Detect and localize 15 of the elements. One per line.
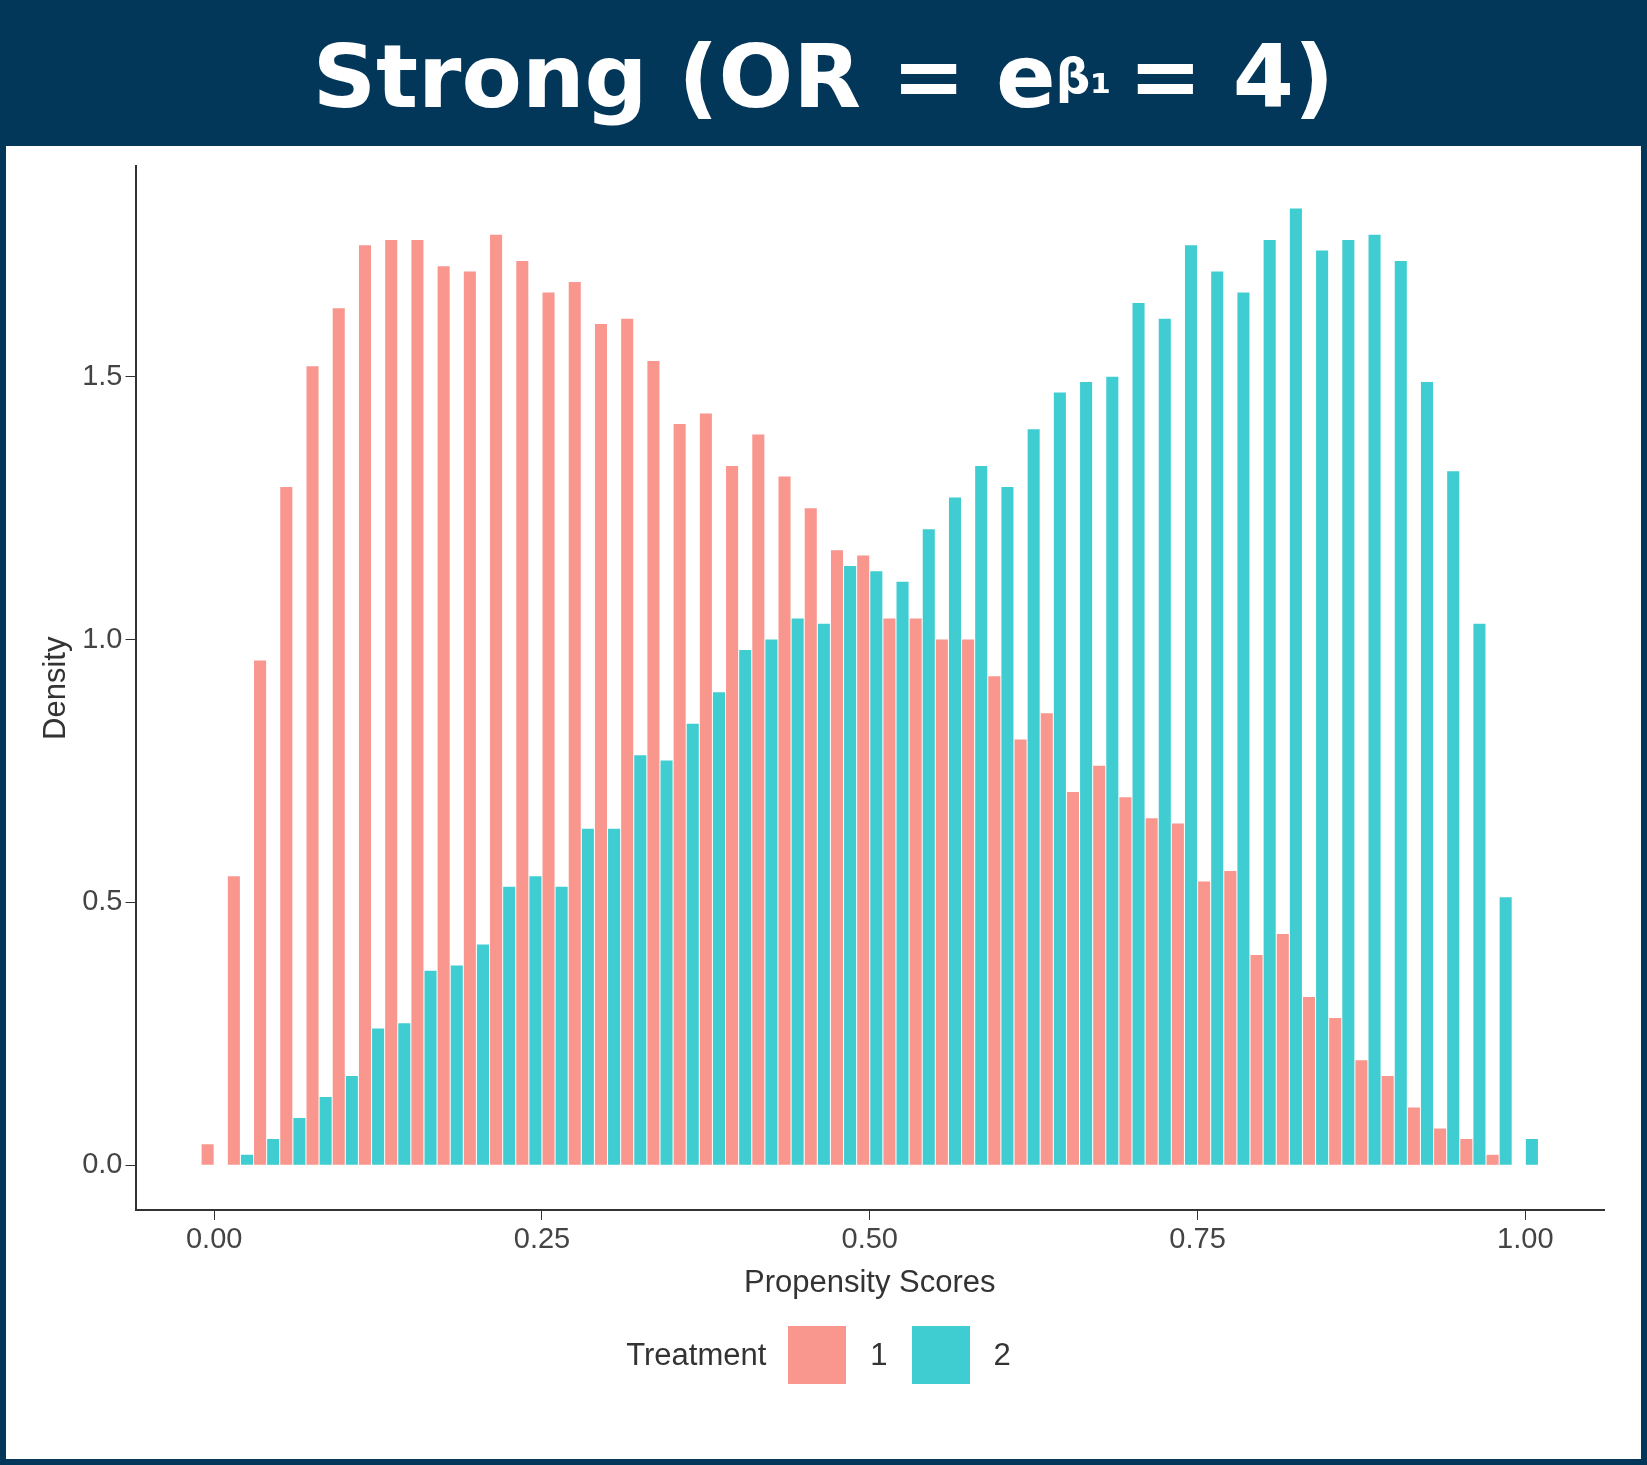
y-tick-label: 0.0 <box>81 1147 123 1180</box>
y-tick-label: 1.5 <box>81 358 123 391</box>
legend-label: 2 <box>993 1337 1011 1373</box>
x-tick-label: 0.50 <box>841 1222 898 1255</box>
x-tick-label: 0.00 <box>185 1222 242 1255</box>
x-axis-title: Propensity Scores <box>743 1263 996 1299</box>
x-tick-label: 1.00 <box>1496 1222 1554 1255</box>
legend-label: 1 <box>870 1337 888 1373</box>
chart-title: Strong (OR = e$^{β₁}$ = 4) <box>6 6 1641 146</box>
y-tick-label: 0.5 <box>81 884 123 917</box>
legend-title: Treatment <box>626 1337 767 1373</box>
x-tick-label: 0.25 <box>513 1222 570 1255</box>
y-axis-title: Density <box>36 636 72 740</box>
y-tick-label: 1.0 <box>81 621 123 654</box>
x-tick-label: 0.75 <box>1168 1222 1226 1255</box>
